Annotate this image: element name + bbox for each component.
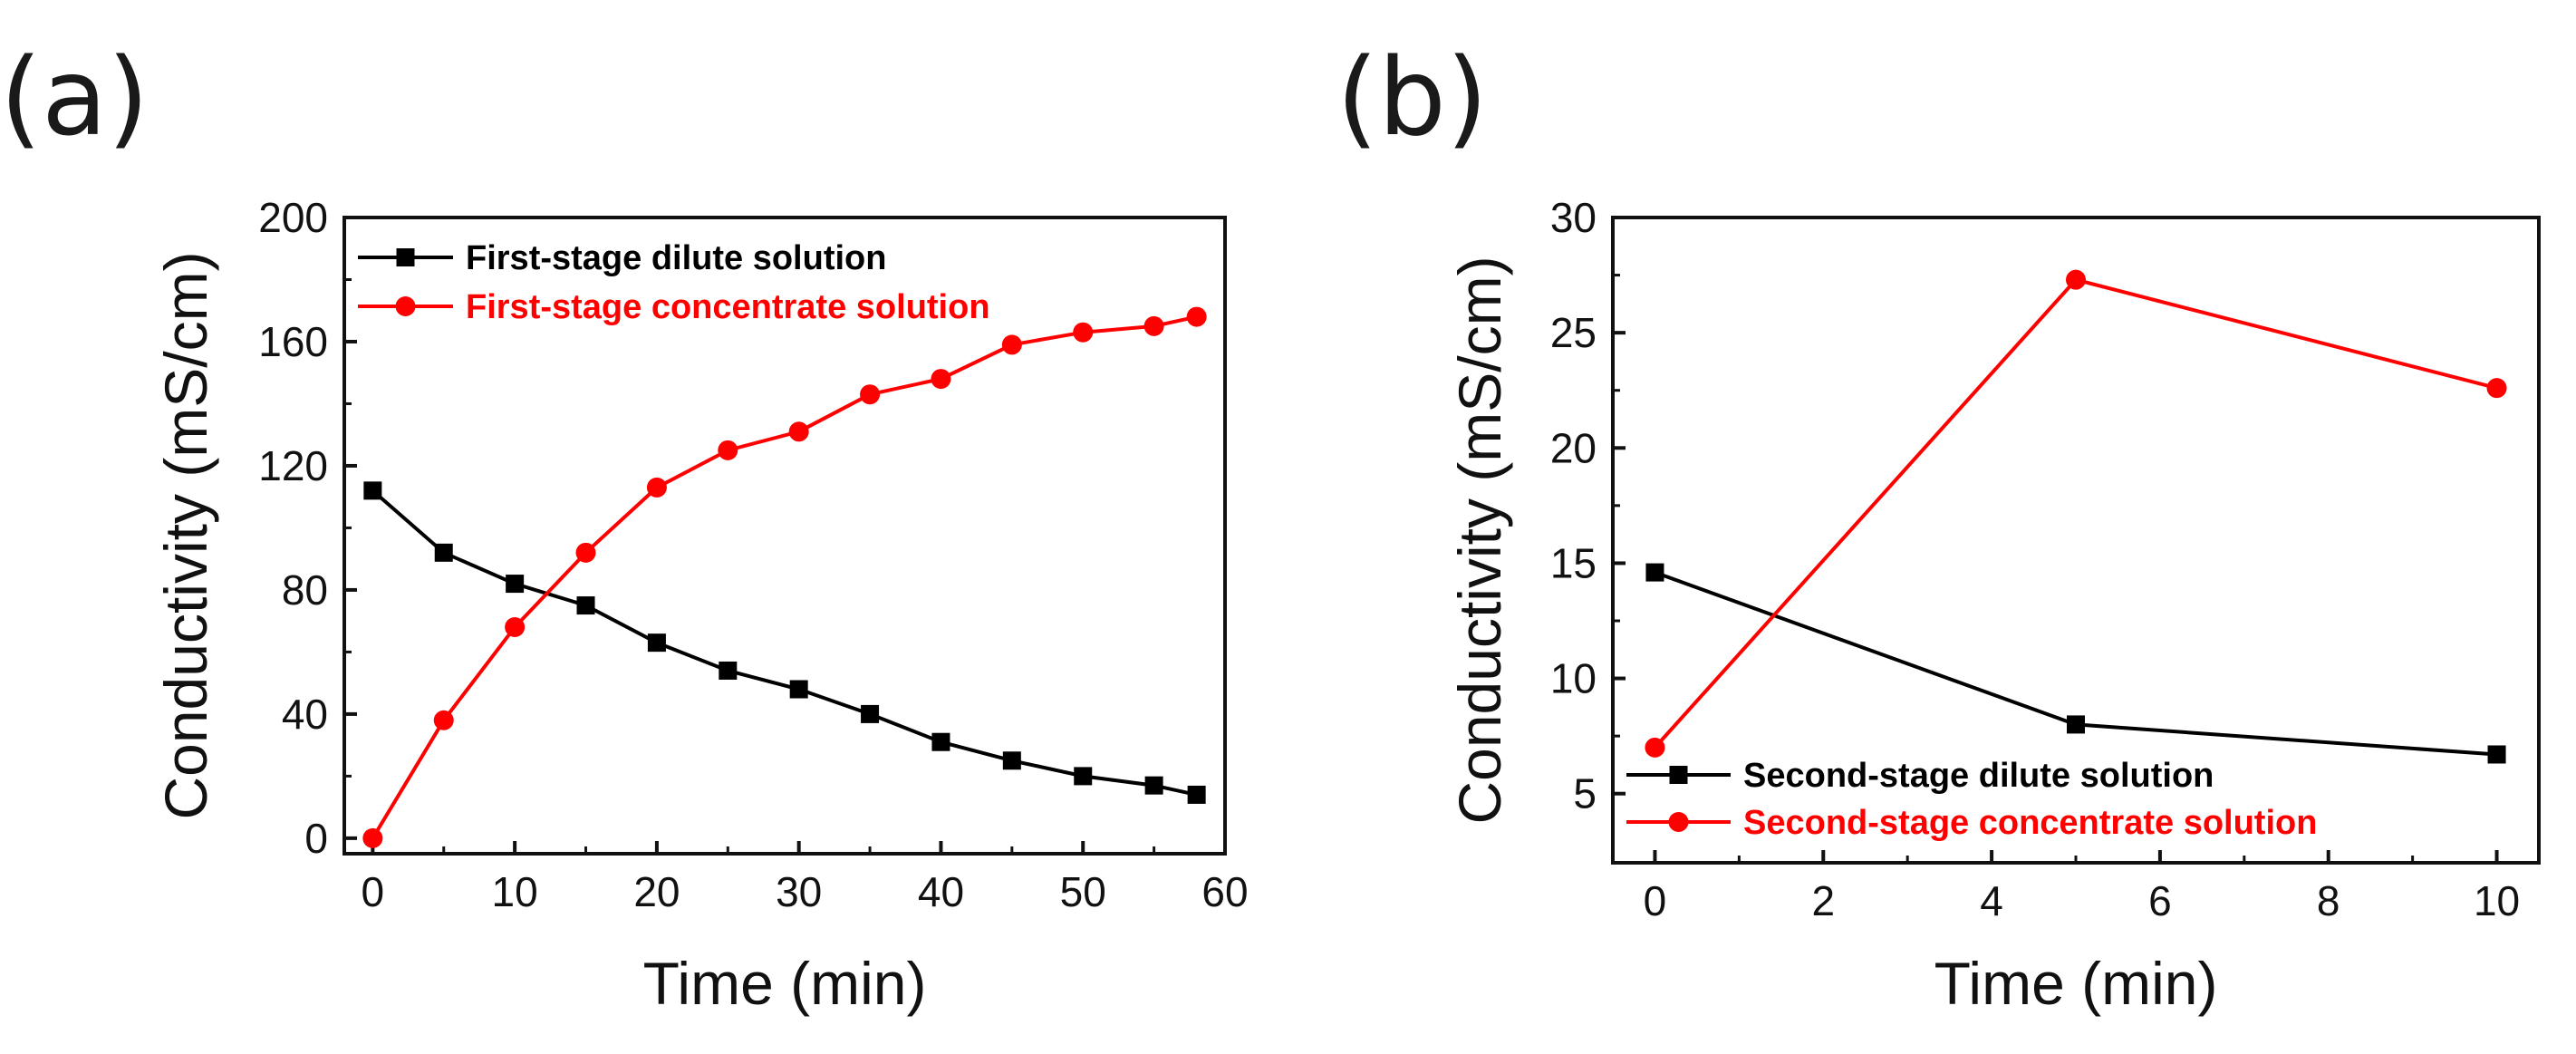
legend-b: Second-stage dilute solution Second-stage…	[1626, 757, 2317, 842]
chart-b: (b) 0 2 4 6 8 10 5 10 15 20 25 30 Second-stage dilu…	[1336, 34, 2541, 1017]
data-point-b-0-2	[2487, 745, 2506, 764]
legend-marker-b-0	[1669, 766, 1688, 784]
ticks-a: 0 10 20 30 40 50 60 0 40 80 120 160 200	[258, 194, 1248, 915]
data-point-a-0-2	[506, 575, 525, 594]
y-tick-label-a-80: 80	[282, 566, 328, 614]
data-point-a-1-1	[433, 710, 454, 730]
data-point-a-0-10	[1074, 767, 1093, 786]
y-tick-label-a-160: 160	[258, 318, 328, 365]
y-tick-label-a-120: 120	[258, 442, 328, 489]
y-tick-label-b-10: 10	[1550, 655, 1597, 702]
panel-label-a: (a)	[0, 34, 149, 160]
series-a	[362, 306, 1207, 848]
data-point-a-0-12	[1187, 785, 1206, 804]
data-point-a-0-7	[861, 704, 880, 723]
legend-marker-a-0	[396, 248, 415, 266]
series-b	[1645, 269, 2507, 764]
legend-marker-a-1	[395, 296, 416, 316]
data-point-a-0-9	[1002, 751, 1021, 770]
x-tick-label-b-4: 4	[1980, 877, 2003, 924]
data-point-b-1-1	[2066, 269, 2086, 290]
x-tick-label-b-10: 10	[2474, 877, 2520, 924]
data-point-b-1-0	[1645, 737, 1665, 758]
y-tick-label-b-15: 15	[1550, 539, 1597, 586]
y-tick-label-b-30: 30	[1550, 194, 1597, 241]
data-point-a-1-0	[362, 827, 383, 848]
series-line-a-0	[371, 488, 1198, 797]
y-tick-label-a-0: 0	[304, 815, 328, 862]
data-point-a-1-10	[1073, 322, 1094, 343]
y-axis-title-a: Conductivity (mS/cm)	[152, 251, 219, 819]
series-line-b-1	[1653, 277, 2498, 749]
data-point-a-1-2	[505, 617, 526, 638]
y-tick-label-b-25: 25	[1550, 309, 1597, 356]
chart-a: (a) 0 10 20 30 40 50 60 0 40 80 120 160 200 First-st…	[0, 34, 1249, 1017]
x-tick-label-a-60: 60	[1201, 868, 1248, 915]
data-point-a-0-11	[1144, 776, 1163, 795]
data-point-a-1-8	[931, 369, 951, 390]
data-point-a-0-6	[789, 680, 808, 699]
data-point-b-0-0	[1645, 563, 1664, 582]
panel-label-b: (b)	[1336, 34, 1488, 160]
legend-label-a-1: First-stage concentrate solution	[466, 288, 990, 326]
data-point-b-0-1	[2067, 715, 2085, 734]
data-point-a-1-12	[1186, 306, 1207, 327]
x-axis-title-a: Time (min)	[643, 950, 927, 1017]
legend-marker-b-1	[1668, 812, 1689, 832]
y-axis-title-b: Conductivity (mS/cm)	[1446, 256, 1513, 824]
y-tick-label-b-20: 20	[1550, 424, 1597, 471]
data-point-a-0-0	[363, 481, 382, 500]
data-point-a-0-4	[647, 633, 666, 653]
data-point-a-1-9	[1001, 334, 1022, 355]
x-tick-label-a-50: 50	[1060, 868, 1106, 915]
legend-label-b-0: Second-stage dilute solution	[1743, 757, 2214, 795]
data-point-a-1-11	[1143, 315, 1164, 336]
x-tick-label-a-0: 0	[362, 868, 385, 915]
data-point-a-1-5	[718, 440, 738, 460]
data-point-a-1-4	[646, 477, 667, 498]
data-point-a-0-3	[576, 596, 595, 615]
x-tick-label-b-6: 6	[2148, 877, 2172, 924]
x-tick-label-a-20: 20	[633, 868, 680, 915]
x-tick-label-a-40: 40	[918, 868, 964, 915]
x-tick-label-a-10: 10	[492, 868, 538, 915]
legend-label-a-0: First-stage dilute solution	[466, 239, 886, 277]
x-tick-label-a-30: 30	[776, 868, 822, 915]
data-point-a-1-6	[788, 421, 809, 442]
x-tick-label-b-8: 8	[2317, 877, 2340, 924]
x-tick-label-b-0: 0	[1644, 877, 1667, 924]
data-point-a-0-5	[719, 661, 738, 680]
legend-label-b-1: Second-stage concentrate solution	[1743, 804, 2317, 842]
data-point-a-1-3	[575, 542, 596, 563]
data-point-a-1-7	[860, 384, 881, 405]
data-point-b-1-2	[2486, 378, 2507, 399]
data-point-a-0-1	[434, 543, 453, 562]
ticks-b: 0 2 4 6 8 10 5 10 15 20 25 30	[1550, 194, 2520, 924]
y-tick-label-a-40: 40	[282, 691, 328, 738]
y-tick-label-a-200: 200	[258, 194, 328, 241]
y-tick-label-b-5: 5	[1573, 770, 1597, 817]
x-axis-title-b: Time (min)	[1934, 950, 2218, 1017]
data-point-a-0-8	[931, 732, 950, 751]
legend-a: First-stage dilute solution First-stage c…	[358, 239, 990, 326]
x-tick-label-b-2: 2	[1811, 877, 1835, 924]
plot-frame-a	[343, 216, 1227, 856]
